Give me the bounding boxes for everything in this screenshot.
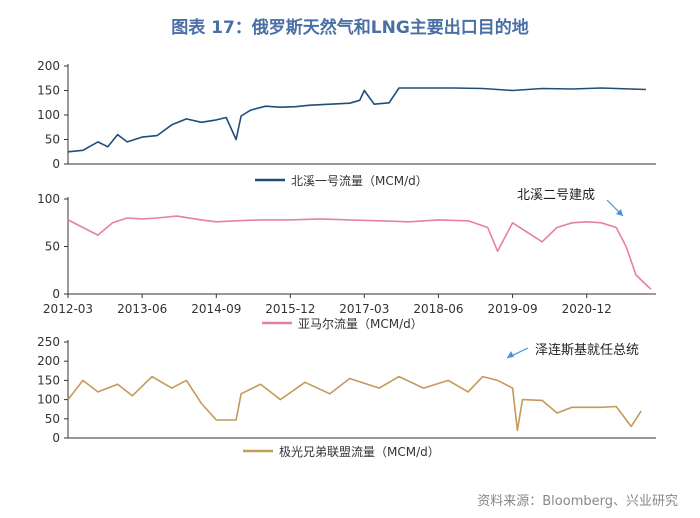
series-line xyxy=(67,375,642,432)
series-line xyxy=(67,87,646,153)
y-tick-label: 0 xyxy=(52,157,60,171)
legend-label: 极光兄弟联盟流量（MCM/d） xyxy=(279,445,440,459)
x-tick-label: 2018-06 xyxy=(413,302,463,316)
chart-title: 图表 17：俄罗斯天然气和LNG主要出口目的地 xyxy=(171,18,529,38)
y-tick-label: 200 xyxy=(37,354,60,368)
annotation-label: 北溪二号建成 xyxy=(517,188,595,203)
legend-label: 北溪一号流量（MCM/d） xyxy=(291,174,428,188)
x-tick-label: 2020-12 xyxy=(562,302,612,316)
x-tick-label: 2019-09 xyxy=(487,302,537,316)
annotation-label: 泽连斯基就任总统 xyxy=(535,342,639,358)
y-tick-label: 50 xyxy=(45,133,60,147)
y-tick-label: 150 xyxy=(37,373,60,387)
y-tick-label: 100 xyxy=(37,108,60,122)
annotation-arrowhead xyxy=(616,209,623,216)
x-tick-label: 2013-06 xyxy=(117,302,167,316)
legend-label: 亚马尔流量（MCM/d） xyxy=(298,316,423,331)
annotation-arrowhead xyxy=(507,351,514,358)
x-tick-label: 2017-03 xyxy=(339,302,389,316)
x-tick-label: 2012-03 xyxy=(43,302,93,316)
x-tick-label: 2015-12 xyxy=(265,302,315,316)
y-tick-label: 50 xyxy=(45,412,60,426)
x-tick-label: 2014-09 xyxy=(191,302,241,316)
source-note: 资料来源：Bloomberg、兴业研究 xyxy=(477,494,678,509)
y-tick-label: 200 xyxy=(37,59,60,73)
y-tick-label: 50 xyxy=(45,240,60,254)
y-tick-label: 100 xyxy=(37,393,60,407)
y-tick-label: 0 xyxy=(52,287,60,301)
series-line xyxy=(67,215,652,290)
y-tick-label: 250 xyxy=(37,335,60,349)
y-tick-label: 100 xyxy=(37,192,60,206)
y-tick-label: 0 xyxy=(52,431,60,445)
y-tick-label: 150 xyxy=(37,84,60,98)
